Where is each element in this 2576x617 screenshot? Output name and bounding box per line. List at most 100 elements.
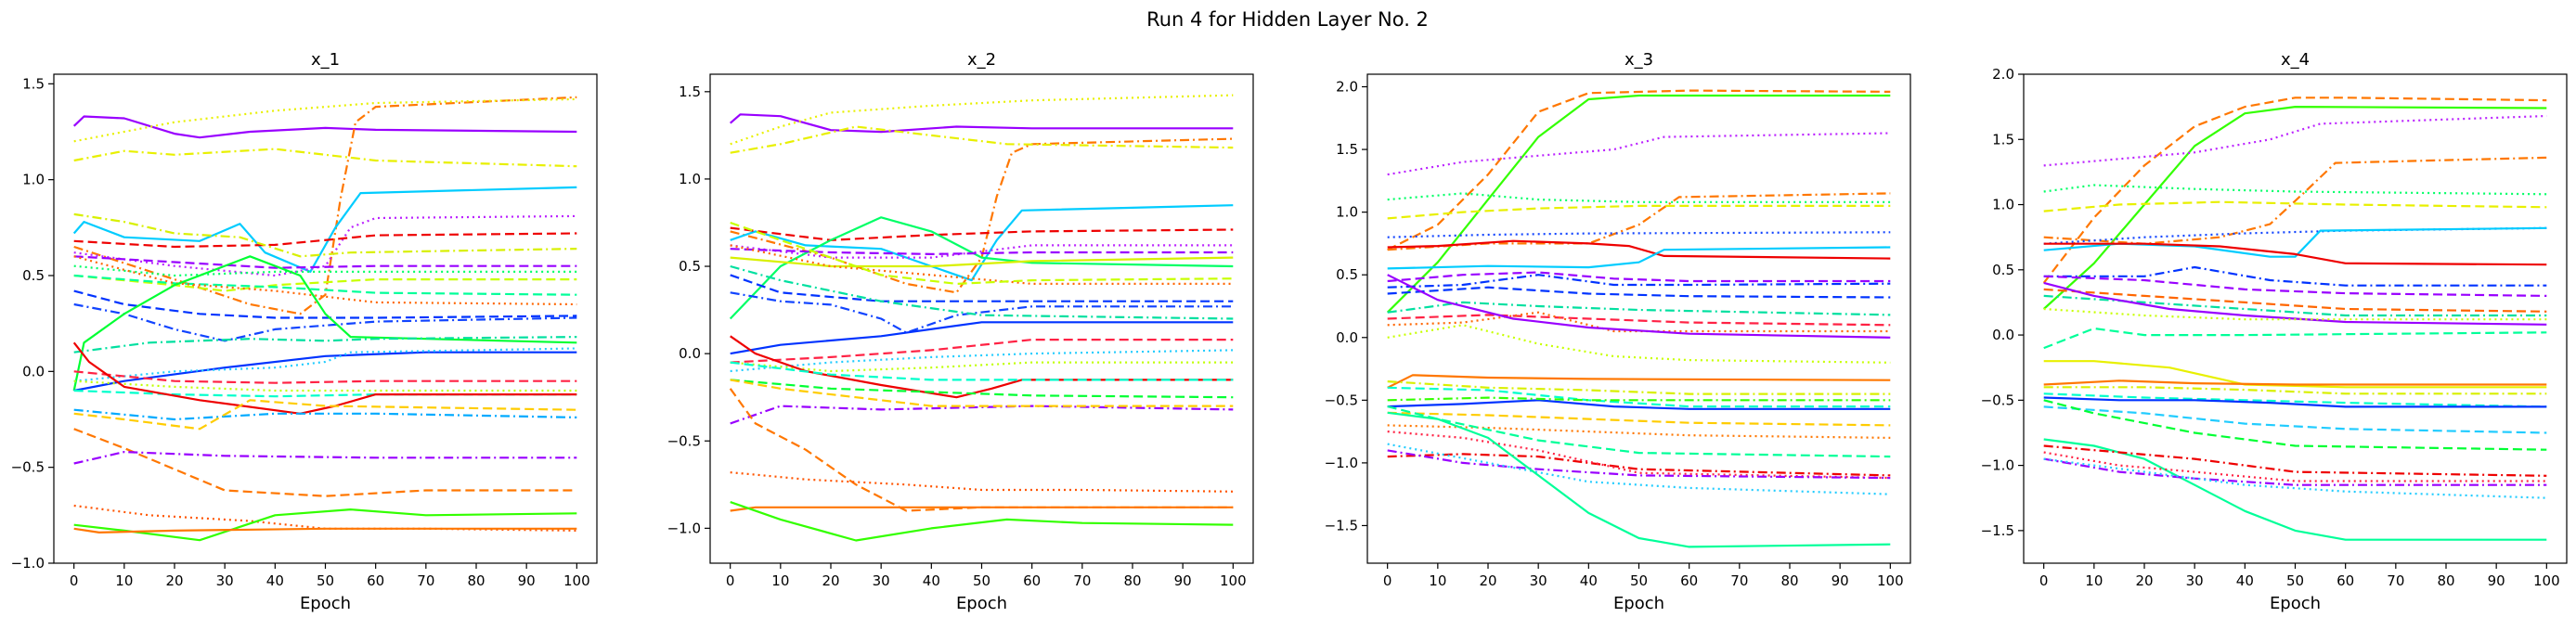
series-line [73, 214, 577, 277]
series-line [730, 221, 1234, 285]
series-line [730, 264, 1234, 320]
series-line [1387, 239, 1891, 260]
series-line [730, 379, 1234, 407]
series-line [730, 361, 1234, 373]
y-tick-label: 0.5 [1992, 262, 2014, 278]
series-line [1387, 443, 1891, 495]
series-line [73, 408, 577, 421]
panel-title: x_1 [311, 50, 340, 70]
x-tick-label: 40 [1580, 572, 1598, 589]
series-line [730, 339, 1234, 364]
x-tick-label: 80 [467, 572, 485, 589]
series-line [1387, 192, 1891, 203]
series-line [2043, 457, 2547, 499]
y-tick-label: 2.0 [1992, 66, 2014, 83]
x-tick-label: 70 [1730, 572, 1748, 589]
y-tick-label: −0.5 [667, 432, 701, 449]
axes-frame [1366, 73, 1911, 564]
series-line [1387, 399, 1891, 410]
x-tick-label: 20 [1479, 572, 1496, 589]
series-group [1386, 89, 1891, 548]
x-tick-label: 10 [771, 572, 789, 589]
x-tick-label: 60 [1680, 572, 1698, 589]
x-tick-label: 90 [1832, 572, 1849, 589]
series-line [1387, 411, 1891, 548]
series-line [1387, 424, 1891, 439]
series-line [1387, 132, 1891, 176]
series-line [72, 255, 577, 392]
x-tick-label: 10 [115, 572, 133, 589]
series-line [2043, 275, 2547, 297]
series-line [2043, 438, 2547, 541]
series-line [2043, 288, 2547, 313]
series-line [73, 255, 577, 269]
y-tick-label: 1.0 [1336, 204, 1358, 221]
panel-title: x_3 [1625, 50, 1653, 70]
series-line [729, 113, 1234, 134]
series-line [73, 97, 577, 143]
x-tick-label: 40 [266, 572, 284, 589]
series-line [73, 232, 577, 249]
x-tick-label: 50 [973, 572, 990, 589]
series-line [1387, 286, 1891, 299]
x-tick-label: 50 [317, 572, 334, 589]
figure-suptitle: Run 4 for Hidden Layer No. 2 [1146, 8, 1429, 31]
series-line [72, 115, 577, 139]
y-tick-label: 0.0 [22, 363, 45, 379]
y-tick-label: −1.0 [11, 555, 45, 572]
series-line [730, 405, 1234, 425]
series-line [73, 504, 577, 532]
series-line [1387, 204, 1891, 220]
series-line [1387, 386, 1891, 408]
series-line [2043, 307, 2547, 321]
series-line [2043, 379, 2547, 386]
series-line [2043, 399, 2547, 451]
x-tick-label: 80 [1780, 572, 1798, 589]
series-line [73, 336, 577, 353]
x-tick-label: 0 [70, 572, 79, 589]
series-line [73, 379, 577, 392]
y-tick-label: 1.0 [679, 171, 701, 187]
x-tick-label: 100 [2533, 572, 2560, 589]
series-line [2042, 96, 2547, 284]
series-line [2043, 392, 2547, 408]
series-line [2043, 184, 2547, 196]
series-line [73, 347, 577, 382]
series-line [73, 255, 577, 306]
series-line [730, 291, 1234, 334]
y-tick-label: −1.0 [667, 520, 701, 536]
x-tick-label: 20 [822, 572, 839, 589]
series-line [2043, 405, 2547, 434]
x-tick-label: 60 [2337, 572, 2354, 589]
series-line [730, 361, 1234, 381]
x-tick-label: 70 [2387, 572, 2404, 589]
series-line [1387, 231, 1891, 238]
series-line [72, 186, 577, 273]
y-tick-label: 0.5 [679, 258, 701, 275]
x-tick-label: 90 [518, 572, 536, 589]
y-tick-label: 1.5 [22, 75, 45, 92]
series-line [2043, 451, 2547, 482]
panel-title: x_4 [2281, 50, 2310, 70]
panel-title: x_2 [967, 50, 996, 70]
x-tick-label: 60 [1023, 572, 1041, 589]
series-line [2043, 281, 2547, 326]
series-line [730, 501, 1234, 542]
series-line [73, 451, 577, 465]
panel-x_4: 0 10 20 30 40 50 60 70 80 90 100 −1.5 −1.0 −0.5 0.0 0.5… [1981, 50, 2568, 613]
series-line [730, 94, 1234, 146]
x-tick-label: 20 [2135, 572, 2153, 589]
x-tick-label: 70 [417, 572, 434, 589]
x-tick-label: 30 [2186, 572, 2204, 589]
x-axis-label: Epoch [1613, 594, 1664, 613]
series-line [2043, 114, 2547, 167]
series-group [729, 94, 1234, 542]
series-line [2043, 265, 2547, 287]
series-line [1387, 192, 1891, 251]
y-tick-label: 1.5 [1336, 141, 1358, 158]
series-line [2043, 200, 2547, 212]
series-line [1387, 431, 1891, 480]
series-line [2043, 396, 2547, 408]
series-line [730, 244, 1234, 259]
series-line [730, 204, 1234, 282]
